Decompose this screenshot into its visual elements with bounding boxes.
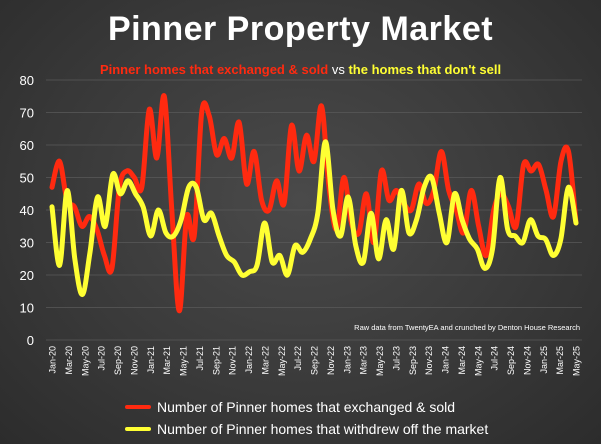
y-tick-label: 20 bbox=[20, 268, 34, 283]
chart-title: Pinner Property Market bbox=[107, 10, 494, 48]
x-tick-label: May-20 bbox=[80, 346, 90, 376]
x-tick-label: Sep-24 bbox=[506, 346, 516, 375]
x-tick-label: Nov-23 bbox=[424, 346, 434, 375]
y-tick-label: 0 bbox=[27, 333, 34, 348]
y-tick-label: 50 bbox=[20, 171, 34, 186]
y-tick-label: 70 bbox=[20, 106, 34, 121]
x-tick-label: Jul-23 bbox=[391, 346, 401, 371]
y-tick-label: 40 bbox=[20, 203, 34, 218]
x-tick-label: Jul-22 bbox=[293, 346, 303, 371]
x-tick-label: Jul-24 bbox=[490, 346, 500, 371]
x-tick-label: Mar-21 bbox=[162, 346, 172, 375]
x-tick-label: Mar-24 bbox=[457, 346, 467, 375]
y-tick-label: 80 bbox=[20, 73, 34, 88]
chart-legend: Number of Pinner homes that exchanged & … bbox=[125, 396, 488, 440]
subtitle-vs: vs bbox=[328, 62, 349, 77]
x-axis-ticks: Jan-20 Mar-20 May-20 Jul-20 Sep-20 Nov-20 Jan-… bbox=[48, 346, 582, 376]
series-sold-line bbox=[49, 93, 579, 314]
x-tick-label: May-24 bbox=[473, 346, 483, 376]
legend-item-withdrawn: Number of Pinner homes that withdrew off… bbox=[125, 418, 488, 440]
x-tick-label: Nov-20 bbox=[129, 346, 139, 375]
legend-label-sold: Number of Pinner homes that exchanged & … bbox=[157, 399, 456, 415]
chart-subtitle: Pinner homes that exchanged & sold vs th… bbox=[0, 62, 601, 77]
x-tick-label: May-22 bbox=[277, 346, 287, 376]
y-tick-label: 30 bbox=[20, 236, 34, 251]
legend-item-sold: Number of Pinner homes that exchanged & … bbox=[125, 396, 488, 418]
y-axis-ticks: 0 10 20 30 40 50 60 70 80 bbox=[20, 73, 34, 348]
x-tick-label: Jul-20 bbox=[97, 346, 107, 371]
subtitle-withdrawn: the homes that don't sell bbox=[348, 62, 502, 77]
x-tick-label: Jul-21 bbox=[195, 346, 205, 371]
x-tick-label: Jan-25 bbox=[539, 346, 549, 374]
legend-label-withdrawn: Number of Pinner homes that withdrew off… bbox=[157, 421, 489, 437]
x-tick-label: May-25 bbox=[572, 346, 582, 376]
x-tick-label: Mar-22 bbox=[260, 346, 270, 375]
series-withdrawn-line bbox=[49, 139, 579, 298]
x-tick-label: Nov-21 bbox=[228, 346, 238, 375]
x-tick-label: Mar-25 bbox=[555, 346, 565, 375]
x-tick-label: Sep-23 bbox=[408, 346, 418, 375]
x-tick-label: Jan-21 bbox=[146, 346, 156, 374]
x-tick-label: Jan-23 bbox=[342, 346, 352, 374]
y-tick-label: 10 bbox=[20, 301, 34, 316]
subtitle-sold: Pinner homes that exchanged & sold bbox=[99, 62, 329, 77]
x-tick-label: Nov-22 bbox=[326, 346, 336, 375]
legend-swatch-withdrawn bbox=[125, 427, 151, 431]
x-tick-label: Sep-20 bbox=[113, 346, 123, 375]
x-tick-label: May-21 bbox=[179, 346, 189, 376]
x-tick-label: Jan-22 bbox=[244, 346, 254, 374]
x-tick-label: May-23 bbox=[375, 346, 385, 376]
x-tick-label: Sep-22 bbox=[310, 346, 320, 375]
legend-swatch-sold bbox=[125, 405, 151, 409]
x-tick-label: Sep-21 bbox=[211, 346, 221, 375]
gridlines bbox=[46, 79, 582, 341]
y-tick-label: 60 bbox=[20, 138, 34, 153]
x-tick-label: Nov-24 bbox=[522, 346, 532, 375]
x-tick-label: Jan-20 bbox=[48, 346, 58, 374]
series-lines bbox=[49, 93, 579, 314]
source-annotation: Raw data from TwentyEA and crunched by D… bbox=[354, 323, 580, 332]
x-tick-label: Mar-20 bbox=[64, 346, 74, 375]
x-tick-label: Jan-24 bbox=[441, 346, 451, 374]
x-tick-label: Mar-23 bbox=[359, 346, 369, 375]
